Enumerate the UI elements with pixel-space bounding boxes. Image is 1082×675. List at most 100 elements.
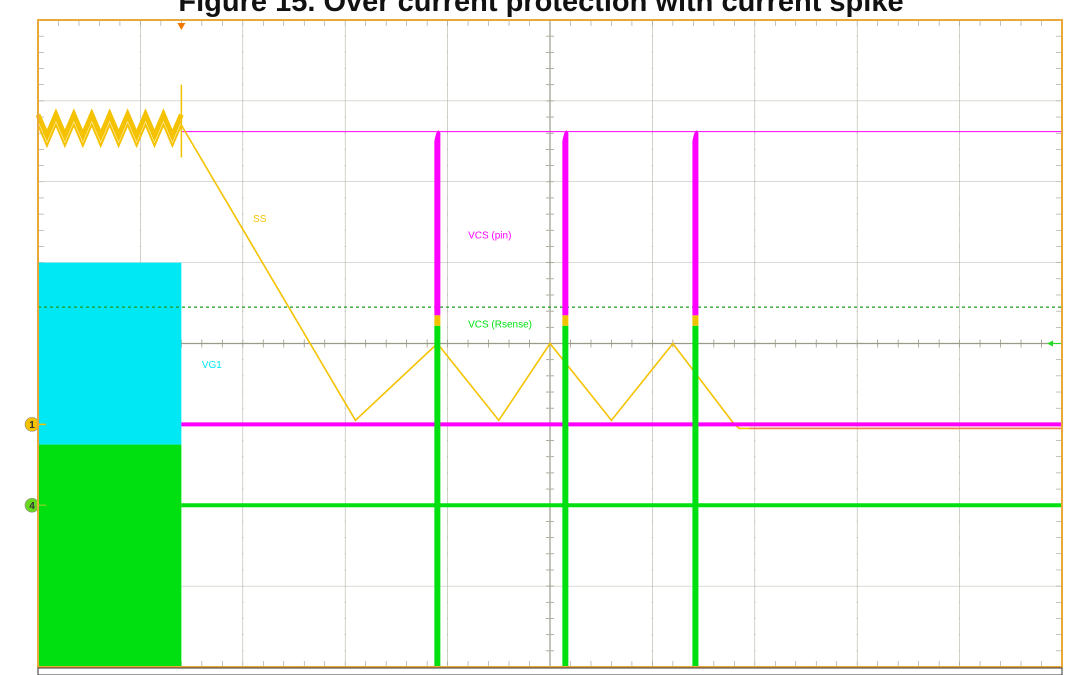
grid-dot <box>242 439 244 442</box>
grid-dot <box>344 520 346 523</box>
grid-dot <box>959 35 961 37</box>
grid-dot <box>549 278 551 280</box>
grid-dot <box>242 601 244 603</box>
grid-dot <box>959 617 961 620</box>
grid-dot <box>447 294 449 296</box>
grid-dot <box>344 359 346 361</box>
grid-dot <box>651 310 654 312</box>
grid-dot <box>651 67 654 70</box>
grid-dot <box>447 439 449 442</box>
grid-dot <box>139 51 141 53</box>
grid-dot <box>344 310 346 312</box>
grid-dot <box>344 391 346 393</box>
grid-dot <box>959 650 961 652</box>
grid-dot <box>344 197 346 199</box>
grid-dot <box>344 456 346 458</box>
grid-dot <box>651 84 654 86</box>
grid-dot <box>447 84 449 86</box>
grid-dot <box>549 537 551 539</box>
grid-dot <box>242 407 244 409</box>
grid-dot <box>447 67 449 70</box>
grid-dot <box>754 35 756 37</box>
grid-dot <box>549 84 551 86</box>
grid-dot <box>344 375 346 377</box>
grid-dot <box>856 456 858 458</box>
grid-dot <box>139 148 141 150</box>
initial-block-vg1 <box>38 262 182 445</box>
grid-dot <box>447 375 449 377</box>
grid-dot <box>754 213 756 215</box>
label-ss: SS <box>253 214 267 225</box>
grid-dot <box>549 35 551 37</box>
spike-pin-2 <box>562 130 569 316</box>
grid-dot <box>447 116 449 118</box>
grid-dot <box>651 634 654 636</box>
grid-dot <box>651 601 654 603</box>
grid-dot <box>856 520 858 523</box>
grid-dot <box>447 51 449 53</box>
grid-dot <box>754 197 756 199</box>
grid-dot <box>651 553 654 555</box>
grid-dot <box>447 310 449 312</box>
grid-dot <box>856 51 858 53</box>
grid-dot <box>754 132 756 134</box>
trace-labels: SS VCS (pin) VCS (Rsense) VG1 <box>202 214 532 371</box>
grid-dot <box>447 472 449 474</box>
grid-dot <box>242 650 244 652</box>
grid-dot <box>139 116 141 118</box>
grid-dot <box>959 439 961 442</box>
grid-dot <box>856 294 858 296</box>
grid-dot <box>242 116 244 118</box>
grid-dot <box>139 229 141 231</box>
grid-dot <box>549 407 551 409</box>
grid-dot <box>242 197 244 199</box>
grid-dot <box>959 51 961 53</box>
initial-signal-blocks <box>38 262 182 667</box>
grid-dot <box>447 617 449 620</box>
grid-dot <box>754 359 756 361</box>
grid-dot <box>754 245 756 248</box>
grid-dot <box>447 278 449 280</box>
grid-dot <box>549 51 551 53</box>
grid-dot <box>754 294 756 296</box>
grid-dot <box>242 310 244 312</box>
grid-dot <box>447 35 449 37</box>
grid-dot <box>549 439 551 442</box>
grid-dot <box>856 164 858 167</box>
grid-dot <box>856 326 858 328</box>
grid-dot <box>242 634 244 636</box>
channel-1-marker-label: 1 <box>29 420 35 431</box>
grid-dot <box>242 67 244 70</box>
grid-dot <box>754 439 756 442</box>
grid-dot <box>856 35 858 37</box>
grid-dot <box>242 245 244 248</box>
grid-dot <box>651 375 654 377</box>
grid-dot <box>959 375 961 377</box>
grid-dot <box>242 35 244 37</box>
grid-dot <box>754 488 756 490</box>
grid-dot <box>447 245 449 248</box>
spike-ss-band-1 <box>434 315 441 326</box>
grid-dot <box>549 634 551 636</box>
grid-dot <box>959 553 961 555</box>
grid-dot <box>651 294 654 296</box>
grid-dot <box>856 439 858 442</box>
grid-dot <box>754 617 756 620</box>
grid-dot <box>344 472 346 474</box>
grid-dot <box>856 537 858 539</box>
grid-dot <box>651 132 654 134</box>
grid-dot <box>447 634 449 636</box>
grid-dot <box>344 553 346 555</box>
grid-dot <box>651 278 654 280</box>
grid-dot <box>549 456 551 458</box>
label-vcs-rsense-: VCS (Rsense) <box>468 319 532 330</box>
grid-dot <box>959 132 961 134</box>
grid-dot <box>959 326 961 328</box>
grid-dot <box>344 326 346 328</box>
grid-dot <box>754 537 756 539</box>
grid-dot <box>959 67 961 70</box>
grid-dot <box>549 472 551 474</box>
grid-dot <box>651 197 654 199</box>
grid-dot <box>344 35 346 37</box>
